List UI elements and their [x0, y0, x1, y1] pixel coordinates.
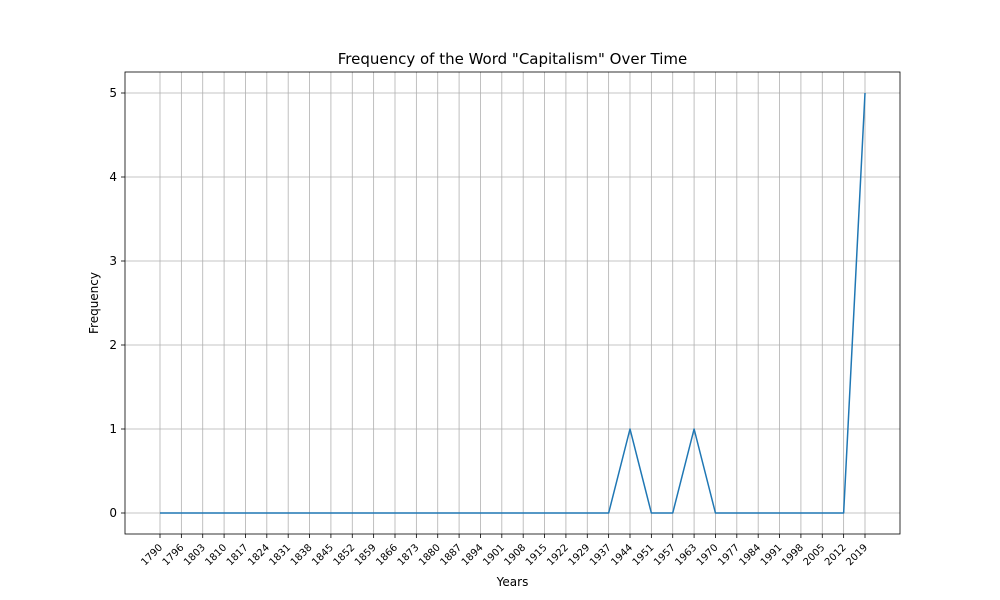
x-tick-label: 1901 — [481, 542, 507, 568]
x-tick-label: 1991 — [759, 542, 785, 568]
y-tick-label: 0 — [109, 506, 117, 520]
x-tick-label: 1929 — [567, 542, 593, 568]
x-tick-label: 1984 — [738, 542, 764, 568]
chart-title: Frequency of the Word "Capitalism" Over … — [338, 50, 688, 68]
y-tick-label: 1 — [109, 422, 117, 436]
y-tick-label: 2 — [109, 338, 117, 352]
x-tick-label: 1790 — [139, 542, 165, 568]
x-tick-label: 1970 — [695, 542, 721, 568]
x-tick-label: 1873 — [396, 542, 422, 568]
x-tick-label: 1845 — [310, 542, 336, 568]
series-layer — [159, 92, 866, 514]
x-tick-label: 1796 — [161, 542, 187, 568]
series-line — [160, 92, 866, 514]
y-tick-label: 3 — [109, 254, 117, 268]
x-tick-label: 2005 — [802, 542, 828, 568]
x-tick-label: 1817 — [225, 542, 251, 568]
x-tick-label: 1880 — [417, 542, 443, 568]
x-tick-label: 1908 — [503, 542, 529, 568]
x-tick-label: 1963 — [673, 542, 699, 568]
x-tick-label: 1937 — [588, 542, 614, 568]
x-tick-label: 1866 — [374, 542, 400, 568]
x-tick-label: 2012 — [823, 542, 849, 568]
x-tick-label: 1957 — [652, 542, 678, 568]
x-tick-label: 1951 — [631, 542, 657, 568]
x-axis-label: Years — [496, 575, 529, 589]
grid-layer — [125, 72, 900, 534]
x-tick-label: 1894 — [460, 542, 486, 568]
plot-frame — [124, 71, 901, 535]
x-tick-label: 1998 — [780, 542, 806, 568]
x-tick-label: 1803 — [182, 542, 208, 568]
y-tick-label: 4 — [109, 170, 117, 184]
x-tick-label: 2019 — [844, 542, 870, 568]
x-tick-label: 1922 — [545, 542, 571, 568]
x-tick-label: 1824 — [246, 542, 272, 568]
x-tick-label: 1915 — [524, 542, 550, 568]
tick-layer: 1790179618031810181718241831183818451852… — [109, 86, 870, 568]
x-tick-label: 1887 — [438, 542, 464, 568]
x-tick-label: 1852 — [332, 542, 358, 568]
x-tick-label: 1977 — [716, 542, 742, 568]
x-tick-label: 1944 — [609, 542, 635, 568]
x-tick-label: 1838 — [289, 542, 315, 568]
x-tick-label: 1831 — [268, 542, 294, 568]
y-tick-label: 5 — [109, 86, 117, 100]
x-tick-label: 1859 — [353, 542, 379, 568]
y-axis-label: Frequency — [87, 272, 101, 334]
x-tick-label: 1810 — [203, 542, 229, 568]
